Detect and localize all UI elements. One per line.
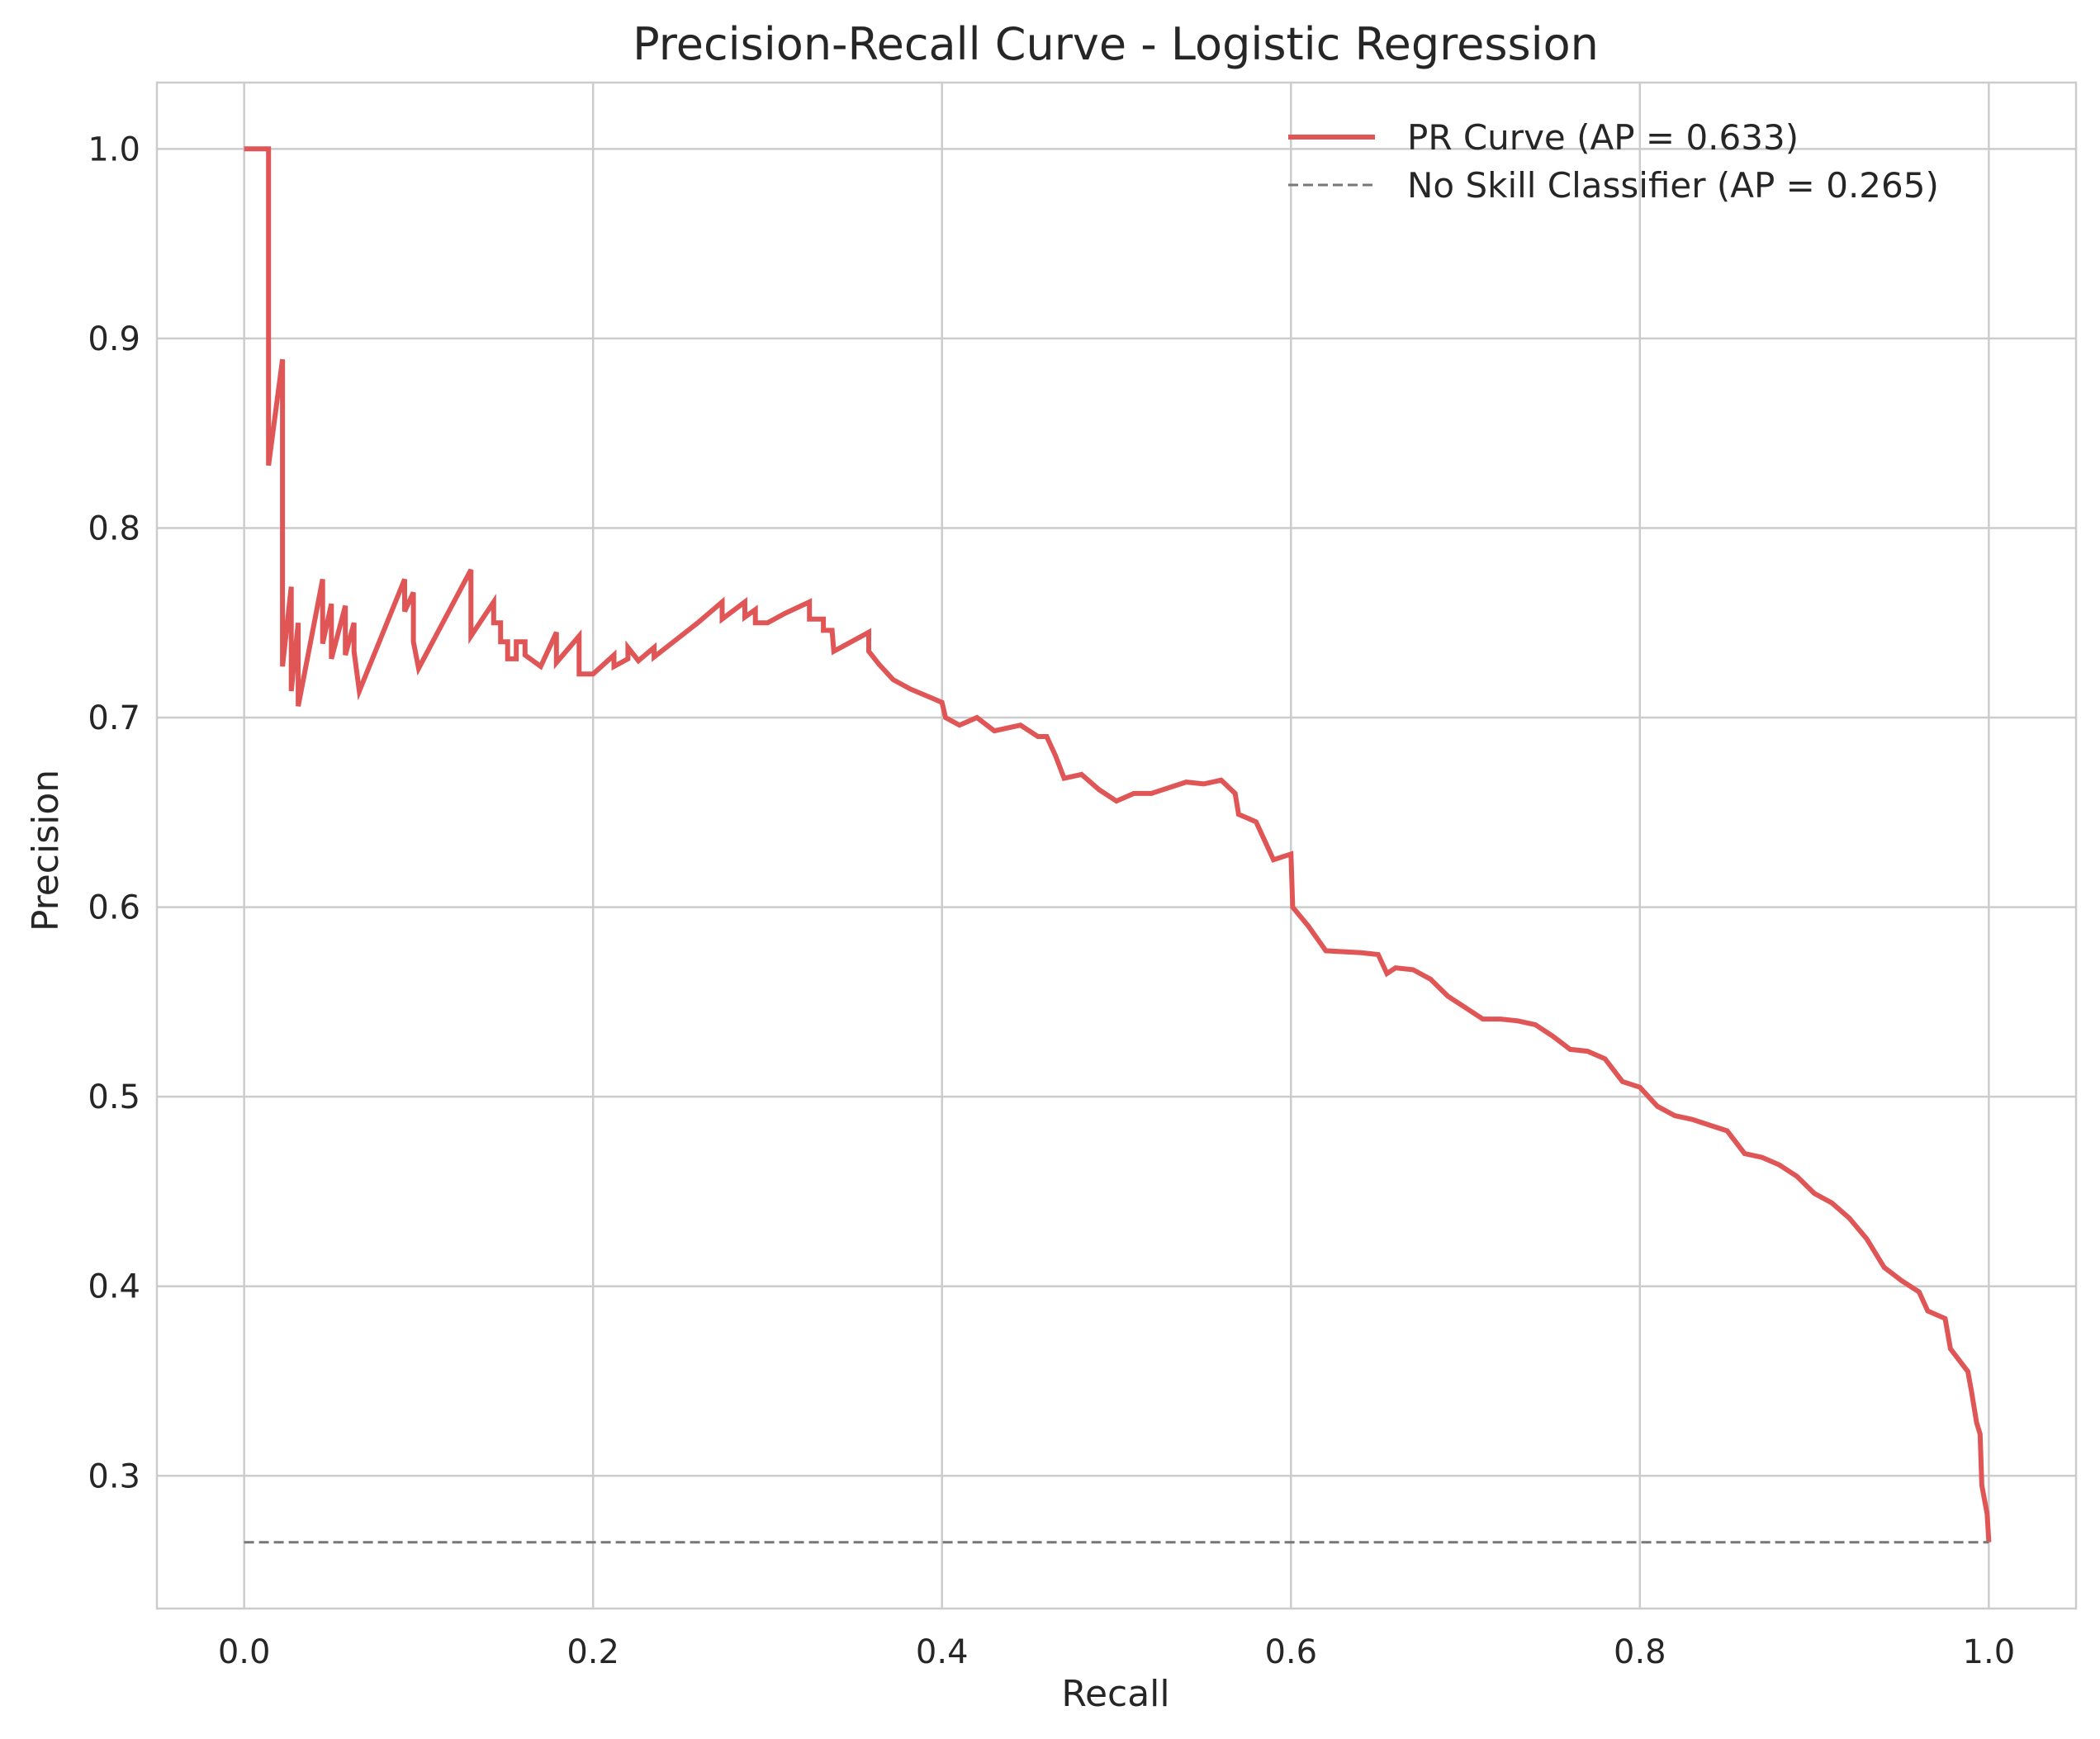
chart-title: Precision-Recall Curve - Logistic Regres… xyxy=(633,18,1599,70)
y-tick-label: 0.7 xyxy=(88,699,140,737)
tick-labels: 0.0 0.2 0.4 0.6 0.8 1.0 0.3 0.4 0.5 0.6 0.7 0.8 0.9 1… xyxy=(88,130,2015,1671)
x-tick-label: 0.6 xyxy=(1264,1633,1317,1671)
plot-frame xyxy=(155,81,2078,1610)
series-layer xyxy=(244,146,1992,1544)
y-tick-label: 0.8 xyxy=(88,509,140,547)
legend: PR Curve (AP = 0.633) No Skill Classifier… xyxy=(1288,117,1939,206)
y-tick-label: 0.6 xyxy=(88,889,140,927)
y-tick-label: 0.4 xyxy=(88,1268,140,1306)
x-tick-label: 0.4 xyxy=(916,1633,969,1671)
legend-entry: No Skill Classifier (AP = 0.265) xyxy=(1407,165,1939,206)
x-tick-label: 0.0 xyxy=(218,1633,271,1671)
y-tick-label: 0.5 xyxy=(88,1078,140,1116)
x-tick-label: 0.2 xyxy=(566,1633,619,1671)
x-tick-label: 1.0 xyxy=(1963,1633,2016,1671)
y-tick-label: 0.9 xyxy=(88,320,140,358)
grid-lines xyxy=(157,83,2076,1609)
y-axis-label: Precision xyxy=(25,770,67,931)
x-axis-label: Recall xyxy=(1061,1673,1169,1715)
y-tick-label: 0.3 xyxy=(88,1457,140,1495)
pr-curve-line xyxy=(244,146,1992,1542)
legend-entry: PR Curve (AP = 0.633) xyxy=(1407,117,1799,158)
y-tick-label: 1.0 xyxy=(88,130,140,168)
x-tick-label: 0.8 xyxy=(1614,1633,1666,1671)
